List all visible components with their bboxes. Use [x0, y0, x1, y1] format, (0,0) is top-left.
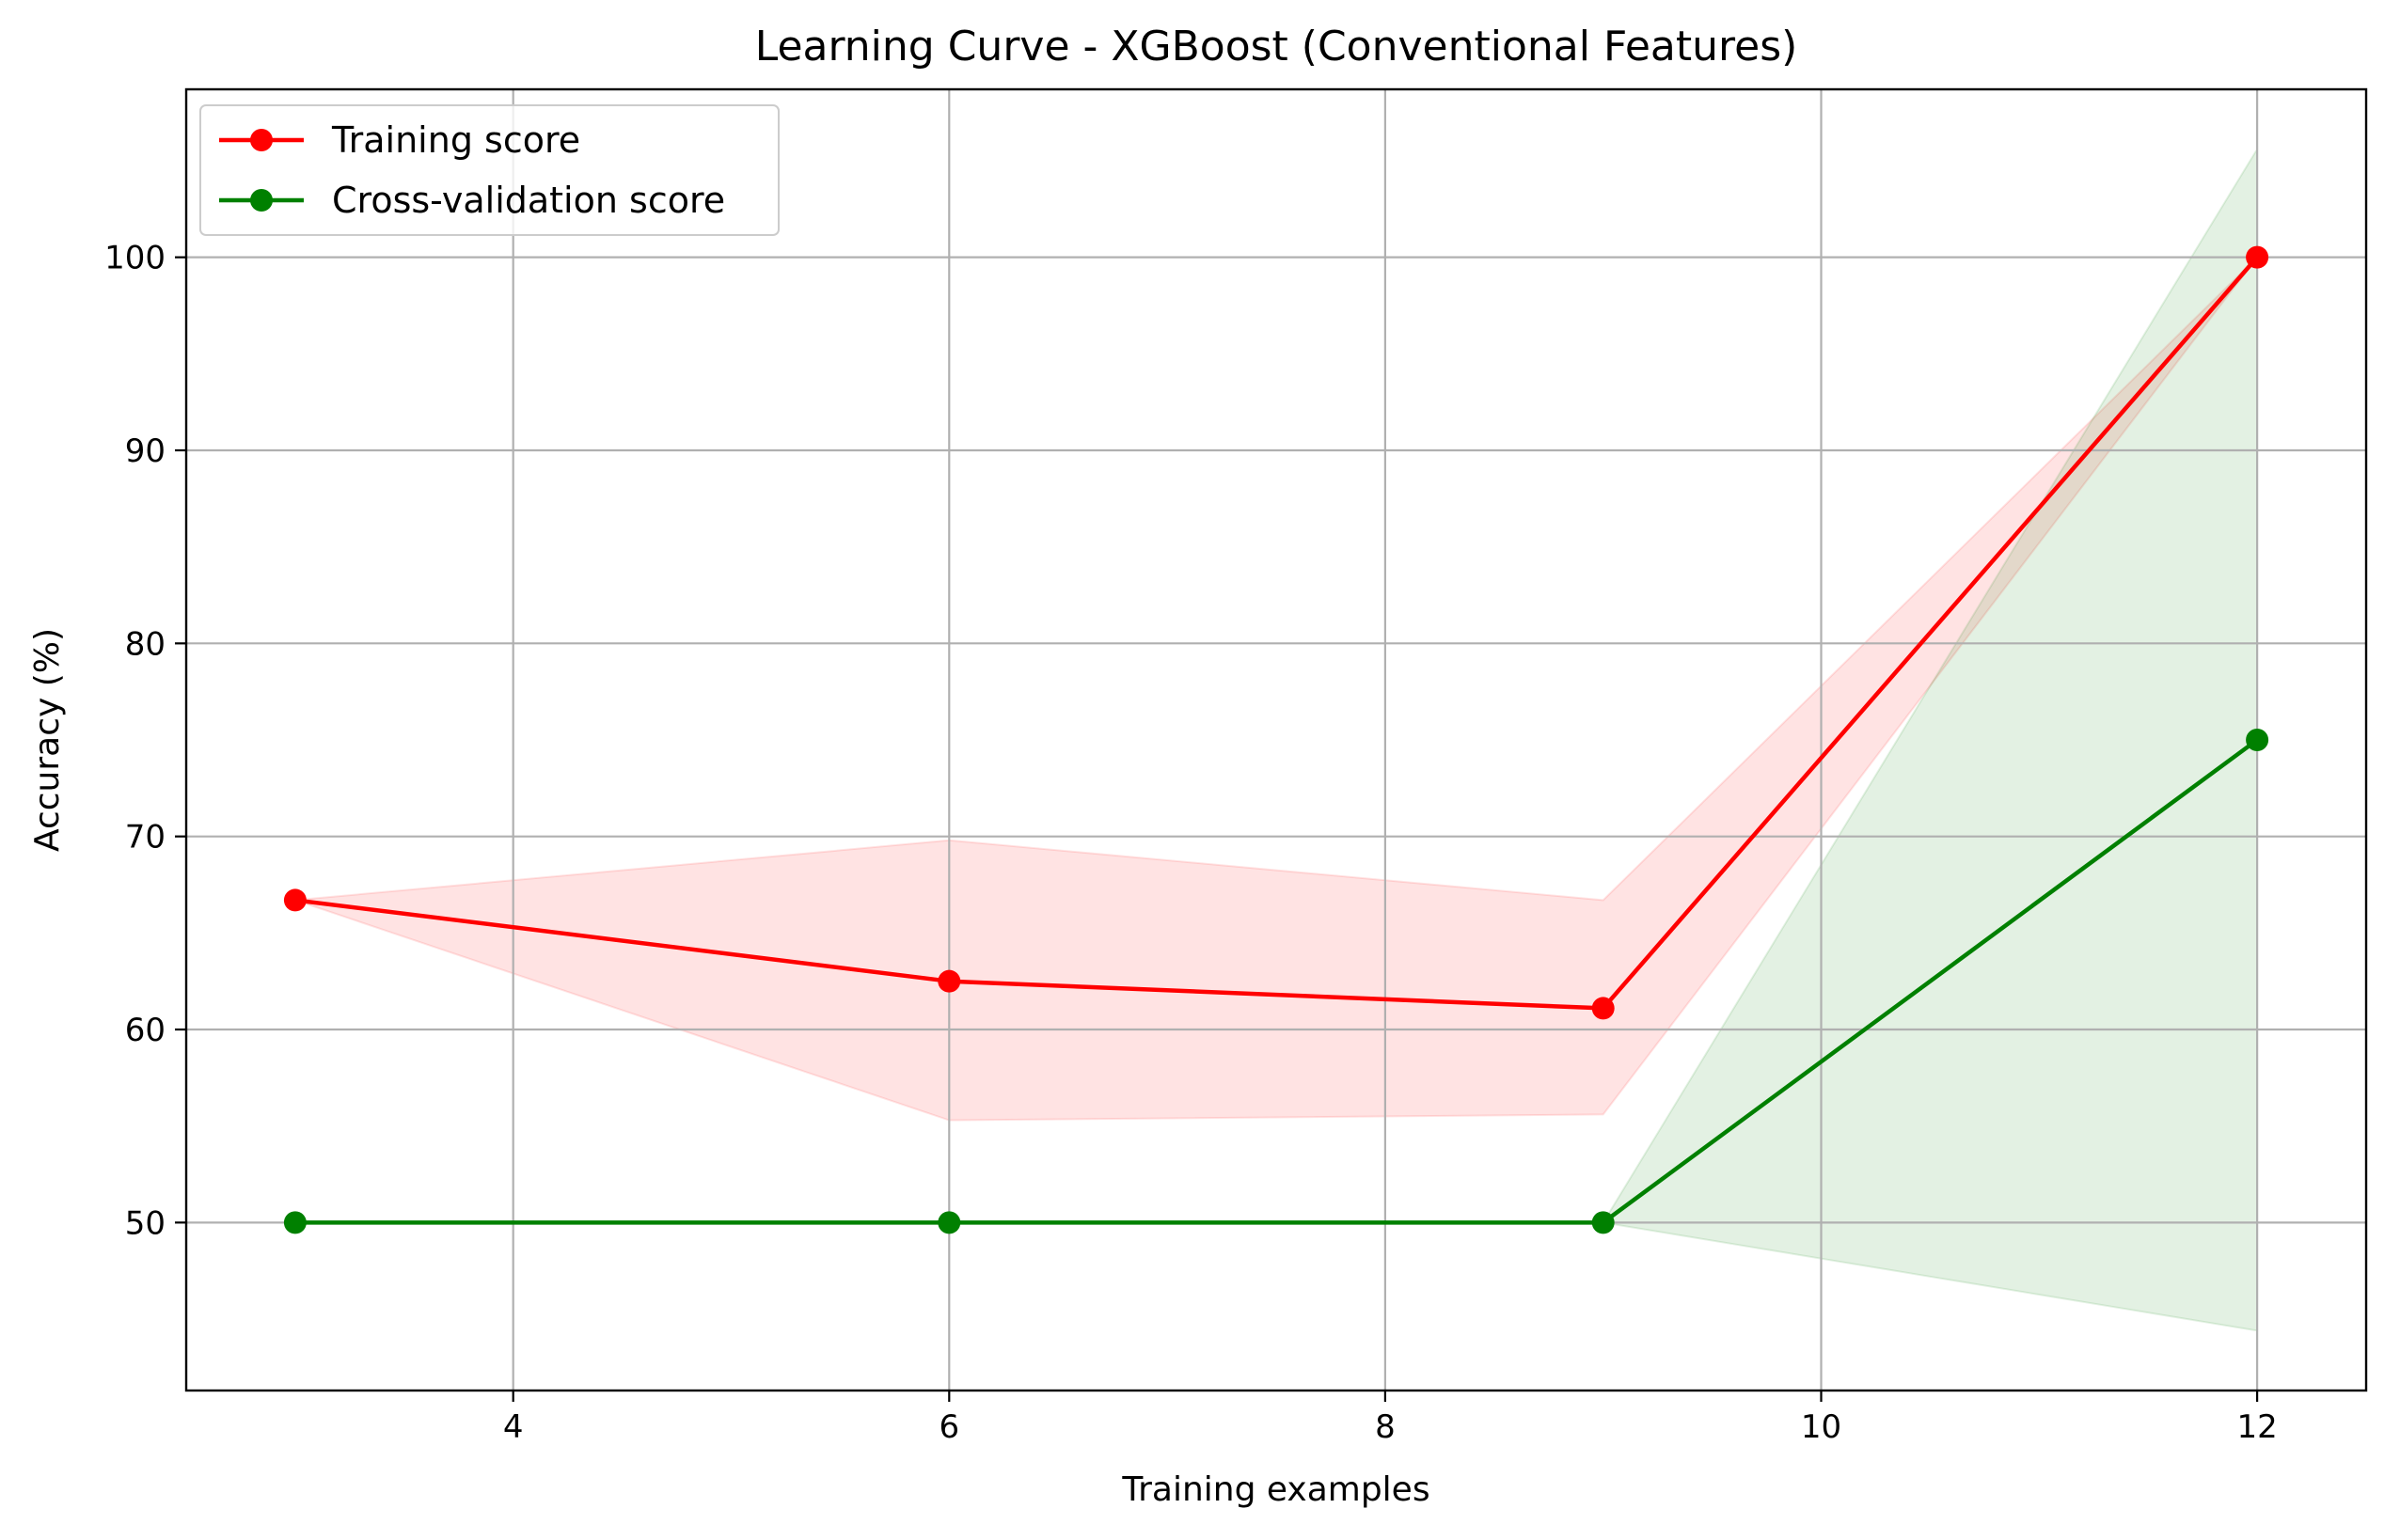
series-point-0: [1591, 997, 1615, 1020]
plot-frame: [184, 87, 2368, 1392]
series-lines: [294, 256, 2259, 1225]
legend-label-1: Cross-validation score: [332, 180, 725, 221]
y-tick-label: 90: [125, 432, 166, 470]
y-tick-label: 70: [125, 819, 166, 856]
x-tick-label: 12: [2236, 1408, 2277, 1446]
series-point-1: [938, 1211, 961, 1234]
legend: Training score Cross-validation score: [199, 104, 780, 236]
series-point-0: [938, 969, 961, 993]
series-point-1: [1591, 1211, 1615, 1234]
x-tick-label: 10: [1801, 1408, 1841, 1446]
y-axis-label: Accuracy (%): [28, 628, 67, 852]
x-tick-label: 8: [1375, 1408, 1396, 1446]
x-tick-label: 4: [503, 1408, 524, 1446]
series-point-1: [283, 1211, 307, 1234]
series-line-1: [294, 738, 2259, 1225]
legend-box: [199, 104, 780, 236]
confidence-bands: [294, 146, 2259, 1332]
y-tick-label: 80: [125, 625, 166, 663]
y-tick-label: 60: [125, 1012, 166, 1049]
x-axis-label: Training examples: [1121, 1470, 1429, 1509]
legend-marker-0: [250, 129, 273, 151]
grid-lines: [186, 89, 2366, 1391]
x-tick-label: 6: [939, 1408, 959, 1446]
chart-title: Learning Curve - XGBoost (Conventional F…: [755, 23, 1798, 71]
series-band-1: [294, 146, 2259, 1332]
y-tick-label: 100: [104, 240, 166, 277]
legend-label-0: Training score: [331, 119, 580, 161]
series-line-0: [294, 256, 2259, 1011]
series-point-0: [283, 888, 307, 912]
y-axis-ticks: 50 60 70 80 90 100: [104, 240, 186, 1242]
legend-marker-1: [250, 189, 273, 212]
series-point-0: [2246, 245, 2269, 269]
series-points: [283, 245, 2269, 1234]
series-point-1: [2246, 729, 2269, 751]
x-axis-ticks: 4 6 8 10 12: [503, 1391, 2278, 1446]
y-tick-label: 50: [125, 1204, 166, 1242]
